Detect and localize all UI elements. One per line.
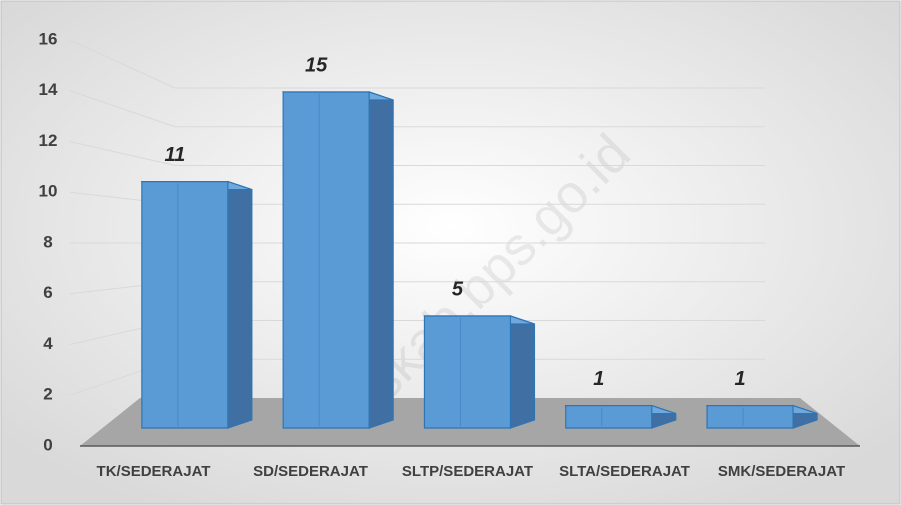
bar-side [368, 91, 394, 429]
bar [423, 315, 536, 429]
y-tick-label: 0 [43, 435, 52, 454]
y-tick-label: 4 [43, 334, 53, 353]
y-tick-label: 2 [43, 385, 52, 404]
value-label: 1 [734, 368, 745, 390]
bar-side [509, 315, 536, 429]
bar-front [282, 91, 370, 429]
bar-front [141, 181, 229, 429]
x-tick-label: TK/SEDERAJAT [97, 463, 211, 480]
x-tick-label: SD/SEDERAJAT [253, 463, 368, 480]
y-tick-label: 12 [39, 131, 58, 150]
bar-side [227, 180, 253, 429]
value-label: 11 [164, 144, 185, 166]
bar [140, 180, 253, 429]
x-tick-label: SLTP/SEDERAJAT [402, 463, 533, 480]
x-tick-label: SLTA/SEDERAJAT [559, 463, 690, 480]
bar-front [565, 405, 653, 429]
value-label: 5 [452, 278, 464, 300]
bar [705, 404, 818, 429]
x-tick-label: SMK/SEDERAJAT [718, 463, 845, 480]
grid-line [69, 39, 765, 89]
y-tick-label: 6 [43, 283, 52, 302]
y-tick-label: 10 [39, 182, 58, 201]
bar-front [706, 405, 794, 429]
y-tick-label: 16 [39, 29, 58, 48]
y-tick-label: 14 [39, 80, 58, 99]
bar-front [423, 315, 512, 429]
value-label: 15 [305, 54, 328, 76]
grid-line [69, 90, 765, 128]
bar [564, 404, 677, 429]
value-label: 1 [593, 368, 604, 390]
grid-line [69, 141, 765, 166]
bar [281, 91, 394, 429]
y-tick-label: 8 [43, 232, 52, 251]
